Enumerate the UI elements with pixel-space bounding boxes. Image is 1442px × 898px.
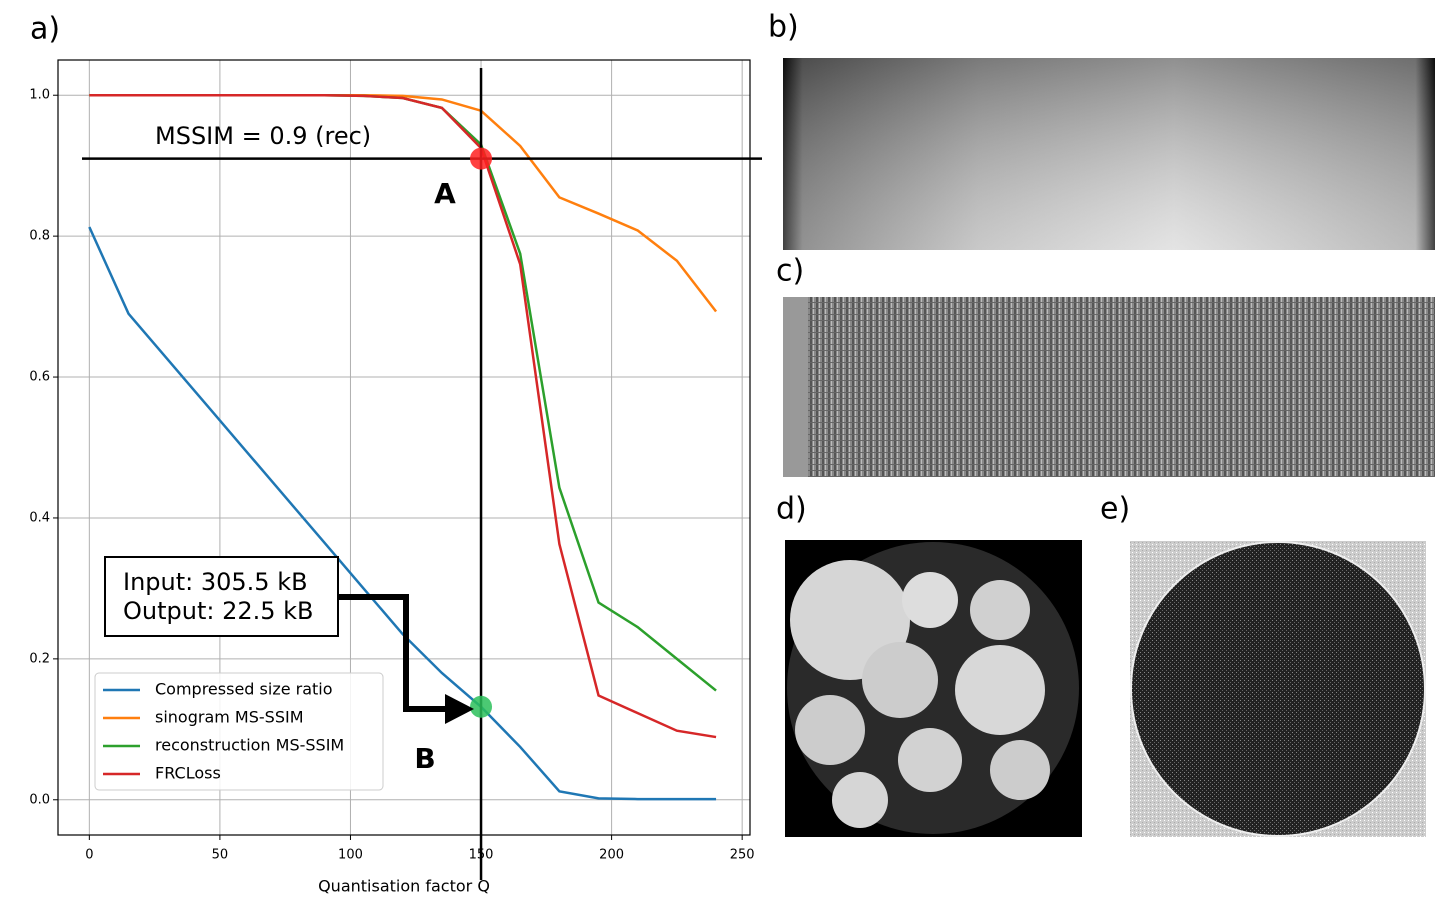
x-tick-label: 100 bbox=[338, 848, 363, 863]
x-tick-label: 250 bbox=[730, 848, 755, 863]
info-text: Output: 22.5 kB bbox=[123, 597, 314, 625]
sinogram-image bbox=[783, 58, 1435, 250]
y-tick-label: 0.4 bbox=[29, 510, 50, 525]
y-tick-label: 1.0 bbox=[29, 88, 50, 103]
x-tick-label: 200 bbox=[599, 848, 624, 863]
legend: Compressed size ratio sinogram MS-SSIM rec… bbox=[95, 673, 383, 790]
panel-label: c) bbox=[776, 254, 804, 289]
marker-label: A bbox=[434, 177, 456, 210]
series-line bbox=[89, 95, 716, 737]
y-tick-label: 0.6 bbox=[29, 370, 50, 385]
difference-image bbox=[783, 297, 1435, 477]
legend-label: Compressed size ratio bbox=[155, 680, 333, 699]
y-tick-label: 0.2 bbox=[29, 651, 50, 666]
x-tick-label: 50 bbox=[212, 848, 229, 863]
reconstruction-image bbox=[785, 540, 1082, 837]
marker-label: B bbox=[414, 742, 435, 775]
difference-reconstruction-image bbox=[1130, 541, 1426, 837]
legend-label: FRCLoss bbox=[155, 764, 221, 783]
panel-label: d) bbox=[776, 492, 807, 527]
panel-label: e) bbox=[1100, 492, 1130, 527]
y-tick-label: 0.0 bbox=[29, 792, 50, 807]
panel-label: b) bbox=[768, 10, 799, 45]
x-axis-label: Quantisation factor Q bbox=[318, 877, 490, 896]
x-tick-label: 0 bbox=[85, 848, 93, 863]
info-text: Input: 305.5 kB bbox=[123, 568, 308, 596]
legend-label: reconstruction MS-SSIM bbox=[155, 736, 344, 755]
panel-label: a) bbox=[30, 12, 60, 47]
annotation: MSSIM = 0.9 (rec) bbox=[155, 122, 371, 150]
figure: 0501001502002500.00.20.40.60.81.0Quantis… bbox=[0, 0, 1442, 898]
y-tick-label: 0.8 bbox=[29, 229, 50, 244]
marker bbox=[470, 696, 492, 718]
marker bbox=[470, 148, 492, 170]
legend-label: sinogram MS-SSIM bbox=[155, 708, 304, 727]
